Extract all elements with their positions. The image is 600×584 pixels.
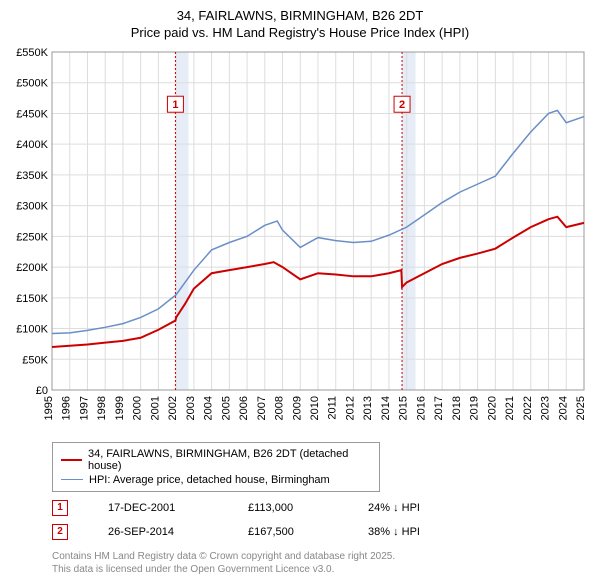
svg-text:£550K: £550K [16, 48, 48, 59]
svg-text:2013: 2013 [362, 396, 374, 420]
svg-text:£300K: £300K [16, 200, 48, 212]
svg-text:2006: 2006 [238, 396, 250, 420]
sale-price: £113,000 [248, 502, 328, 514]
sale-row: 1 17-DEC-2001 £113,000 24% ↓ HPI [52, 500, 592, 516]
sale-price: £167,500 [248, 526, 328, 538]
svg-text:2019: 2019 [469, 396, 481, 420]
svg-text:1996: 1996 [61, 396, 73, 420]
svg-text:2000: 2000 [132, 396, 144, 420]
svg-text:2017: 2017 [433, 396, 445, 420]
svg-text:2009: 2009 [291, 396, 303, 420]
svg-text:2023: 2023 [540, 396, 552, 420]
sales-table: 1 17-DEC-2001 £113,000 24% ↓ HPI 2 26-SEP-201… [8, 500, 592, 540]
svg-text:£500K: £500K [16, 78, 48, 90]
svg-text:£50K: £50K [22, 354, 48, 366]
svg-text:£0: £0 [36, 385, 48, 397]
svg-text:£250K: £250K [16, 231, 48, 243]
svg-text:2: 2 [399, 99, 405, 111]
svg-text:2012: 2012 [344, 396, 356, 420]
svg-text:£150K: £150K [16, 293, 48, 305]
chart-container: £0 £50K £100K £150K £200K £250K £300K £350K £400… [8, 48, 592, 436]
svg-text:1: 1 [172, 99, 178, 111]
sale-date: 26-SEP-2014 [108, 526, 208, 538]
svg-text:1999: 1999 [114, 396, 126, 420]
svg-text:2008: 2008 [274, 396, 286, 420]
legend-label: 34, FAIRLAWNS, BIRMINGHAM, B26 2DT (deta… [88, 448, 371, 472]
svg-text:2024: 2024 [557, 396, 569, 420]
sale-marker: 2 [52, 524, 68, 540]
sale-delta: 38% ↓ HPI [368, 526, 420, 538]
legend: 34, FAIRLAWNS, BIRMINGHAM, B26 2DT (deta… [52, 442, 380, 492]
svg-text:2002: 2002 [167, 396, 179, 420]
svg-text:2004: 2004 [203, 396, 215, 420]
svg-text:2005: 2005 [220, 396, 232, 420]
sale-delta: 24% ↓ HPI [368, 502, 420, 514]
svg-text:2016: 2016 [415, 396, 427, 420]
svg-text:2018: 2018 [451, 396, 463, 420]
sale-row: 2 26-SEP-2014 £167,500 38% ↓ HPI [52, 524, 592, 540]
footer-line-1: Contains HM Land Registry data © Crown c… [52, 550, 592, 563]
svg-text:£200K: £200K [16, 262, 48, 274]
svg-text:1997: 1997 [78, 396, 90, 420]
svg-text:2001: 2001 [149, 396, 161, 420]
svg-text:2003: 2003 [185, 396, 197, 420]
svg-text:2010: 2010 [309, 396, 321, 420]
sale-marker: 1 [52, 500, 68, 516]
legend-label: HPI: Average price, detached house, Birm… [89, 474, 330, 486]
svg-text:2015: 2015 [398, 396, 410, 420]
legend-swatch [61, 459, 82, 461]
legend-item: 34, FAIRLAWNS, BIRMINGHAM, B26 2DT (deta… [61, 447, 371, 473]
svg-text:1998: 1998 [96, 396, 108, 420]
sale-date: 17-DEC-2001 [108, 502, 208, 514]
line-chart: £0 £50K £100K £150K £200K £250K £300K £350K £400… [8, 48, 592, 436]
svg-text:1995: 1995 [43, 396, 55, 420]
svg-text:2022: 2022 [522, 396, 534, 420]
svg-text:£400K: £400K [16, 139, 48, 151]
svg-text:2011: 2011 [327, 396, 339, 420]
svg-text:2014: 2014 [380, 396, 392, 420]
svg-text:2020: 2020 [486, 396, 498, 420]
svg-text:2021: 2021 [504, 396, 516, 420]
title-line-2: Price paid vs. HM Land Registry's House … [8, 25, 592, 42]
title-line-1: 34, FAIRLAWNS, BIRMINGHAM, B26 2DT [8, 8, 592, 25]
legend-item: HPI: Average price, detached house, Birm… [61, 473, 371, 487]
svg-text:2007: 2007 [256, 396, 268, 420]
svg-text:£350K: £350K [16, 170, 48, 182]
legend-swatch [61, 479, 83, 480]
svg-text:2025: 2025 [575, 396, 587, 420]
svg-text:£450K: £450K [16, 108, 48, 120]
footer-line-2: This data is licensed under the Open Gov… [52, 563, 592, 576]
footer: Contains HM Land Registry data © Crown c… [52, 550, 592, 576]
svg-text:£100K: £100K [16, 323, 48, 335]
